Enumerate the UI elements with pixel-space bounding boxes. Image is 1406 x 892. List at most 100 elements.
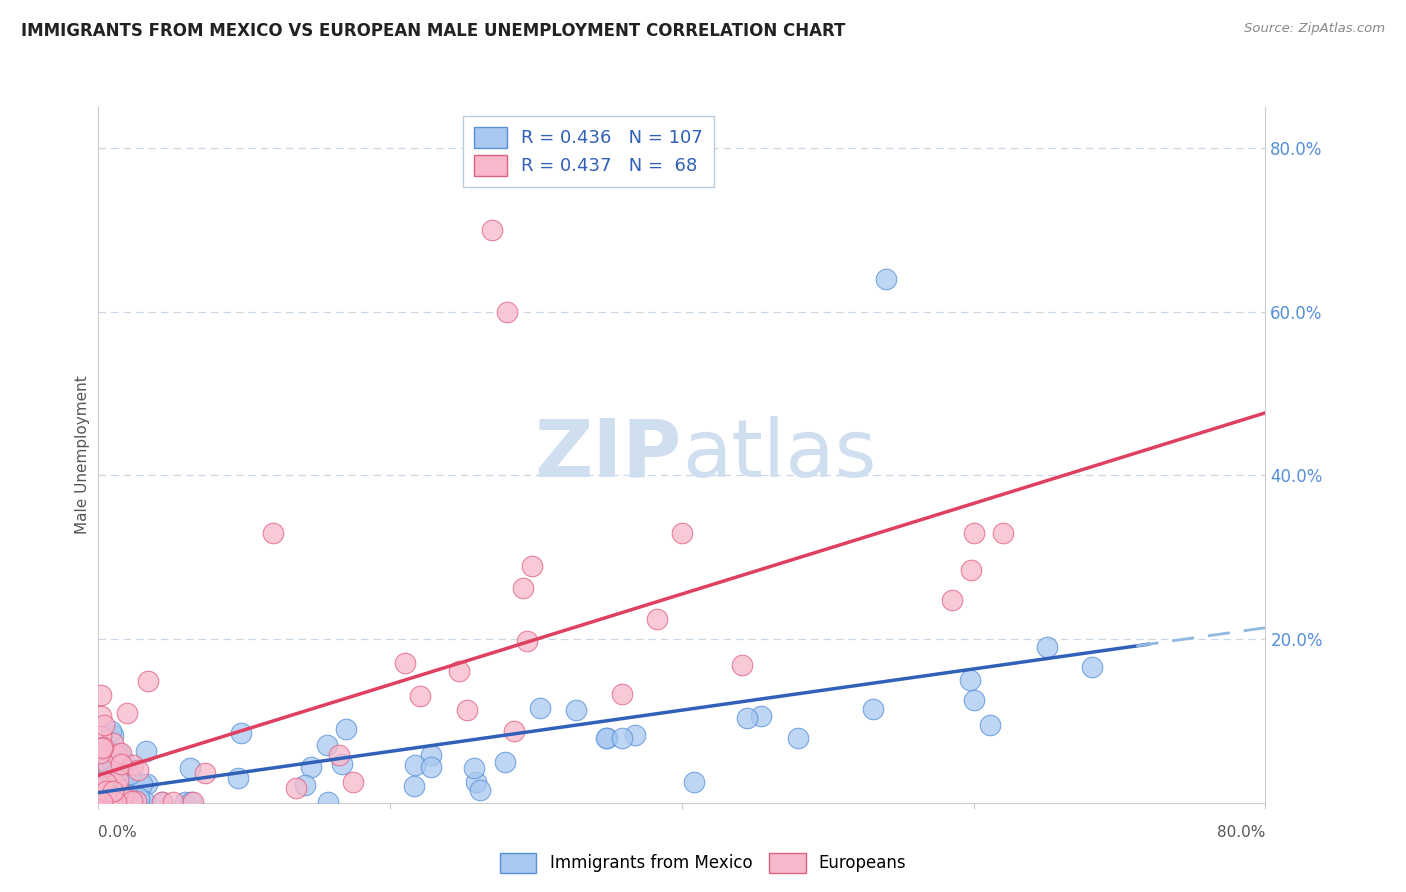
Point	[121, 757, 143, 772]
Point	[128, 790, 150, 805]
Point	[624, 728, 647, 742]
Point	[91, 795, 114, 809]
Point	[90, 795, 112, 809]
Legend: Immigrants from Mexico, Europeans: Immigrants from Mexico, Europeans	[494, 847, 912, 880]
Point	[105, 779, 128, 793]
Point	[862, 702, 884, 716]
Point	[93, 788, 115, 802]
Point	[93, 795, 115, 809]
Point	[110, 757, 132, 772]
Point	[463, 761, 485, 775]
Point	[101, 795, 124, 809]
Point	[94, 779, 117, 793]
Point	[180, 795, 202, 809]
Point	[103, 794, 125, 808]
Point	[420, 747, 443, 762]
Point	[100, 795, 122, 809]
Point	[111, 795, 134, 809]
Point	[90, 709, 112, 723]
Point	[103, 763, 125, 777]
Point	[104, 747, 127, 761]
Point	[115, 788, 138, 802]
Point	[402, 779, 425, 793]
Point	[103, 779, 125, 793]
Point	[96, 795, 118, 809]
Point	[481, 223, 503, 237]
Point	[737, 711, 759, 725]
Point	[262, 525, 284, 540]
Point	[90, 795, 112, 809]
Point	[100, 766, 122, 780]
Point	[91, 783, 114, 797]
Point	[138, 673, 160, 688]
Point	[108, 795, 131, 809]
Point	[107, 795, 129, 809]
Point	[107, 773, 129, 788]
Point	[162, 795, 184, 809]
Point	[420, 760, 443, 774]
Point	[93, 772, 115, 786]
Point	[103, 795, 125, 809]
Point	[127, 763, 149, 777]
Point	[94, 786, 117, 800]
Point	[125, 793, 148, 807]
Point	[150, 795, 173, 809]
Point	[529, 701, 551, 715]
Point	[110, 746, 132, 760]
Point	[110, 795, 132, 809]
Point	[112, 760, 135, 774]
Point	[90, 787, 112, 801]
Point	[495, 304, 517, 318]
Point	[516, 634, 538, 648]
Point	[104, 795, 127, 809]
Point	[959, 673, 981, 688]
Point	[464, 775, 486, 789]
Point	[394, 657, 416, 671]
Point	[101, 795, 124, 809]
Point	[228, 771, 250, 785]
Point	[194, 766, 217, 780]
Point	[447, 664, 470, 678]
Point	[520, 559, 543, 574]
Point	[90, 795, 112, 809]
Point	[284, 781, 307, 796]
Point	[150, 795, 173, 809]
Point	[91, 741, 114, 756]
Point	[731, 658, 754, 673]
Text: atlas: atlas	[682, 416, 876, 494]
Point	[494, 755, 516, 769]
Y-axis label: Male Unemployment: Male Unemployment	[75, 376, 90, 534]
Point	[98, 795, 121, 809]
Point	[98, 746, 121, 760]
Point	[90, 729, 112, 743]
Point	[135, 744, 157, 758]
Point	[96, 795, 118, 809]
Point	[104, 795, 127, 809]
Point	[97, 795, 120, 809]
Point	[100, 795, 122, 809]
Point	[104, 760, 127, 774]
Point	[959, 563, 981, 577]
Point	[294, 778, 316, 792]
Point	[125, 795, 148, 809]
Point	[89, 795, 111, 809]
Point	[183, 795, 205, 809]
Point	[98, 795, 121, 809]
Point	[128, 795, 150, 809]
Point	[104, 795, 127, 809]
Point	[100, 795, 122, 809]
Point	[179, 761, 201, 775]
Point	[1080, 660, 1102, 674]
Point	[104, 795, 127, 809]
Point	[97, 794, 120, 808]
Point	[1035, 640, 1057, 655]
Point	[96, 781, 118, 796]
Point	[108, 758, 131, 772]
Point	[610, 687, 633, 701]
Point	[683, 775, 706, 789]
Point	[565, 703, 588, 717]
Point	[115, 788, 138, 802]
Point	[96, 795, 118, 809]
Point	[131, 776, 153, 790]
Point	[97, 788, 120, 802]
